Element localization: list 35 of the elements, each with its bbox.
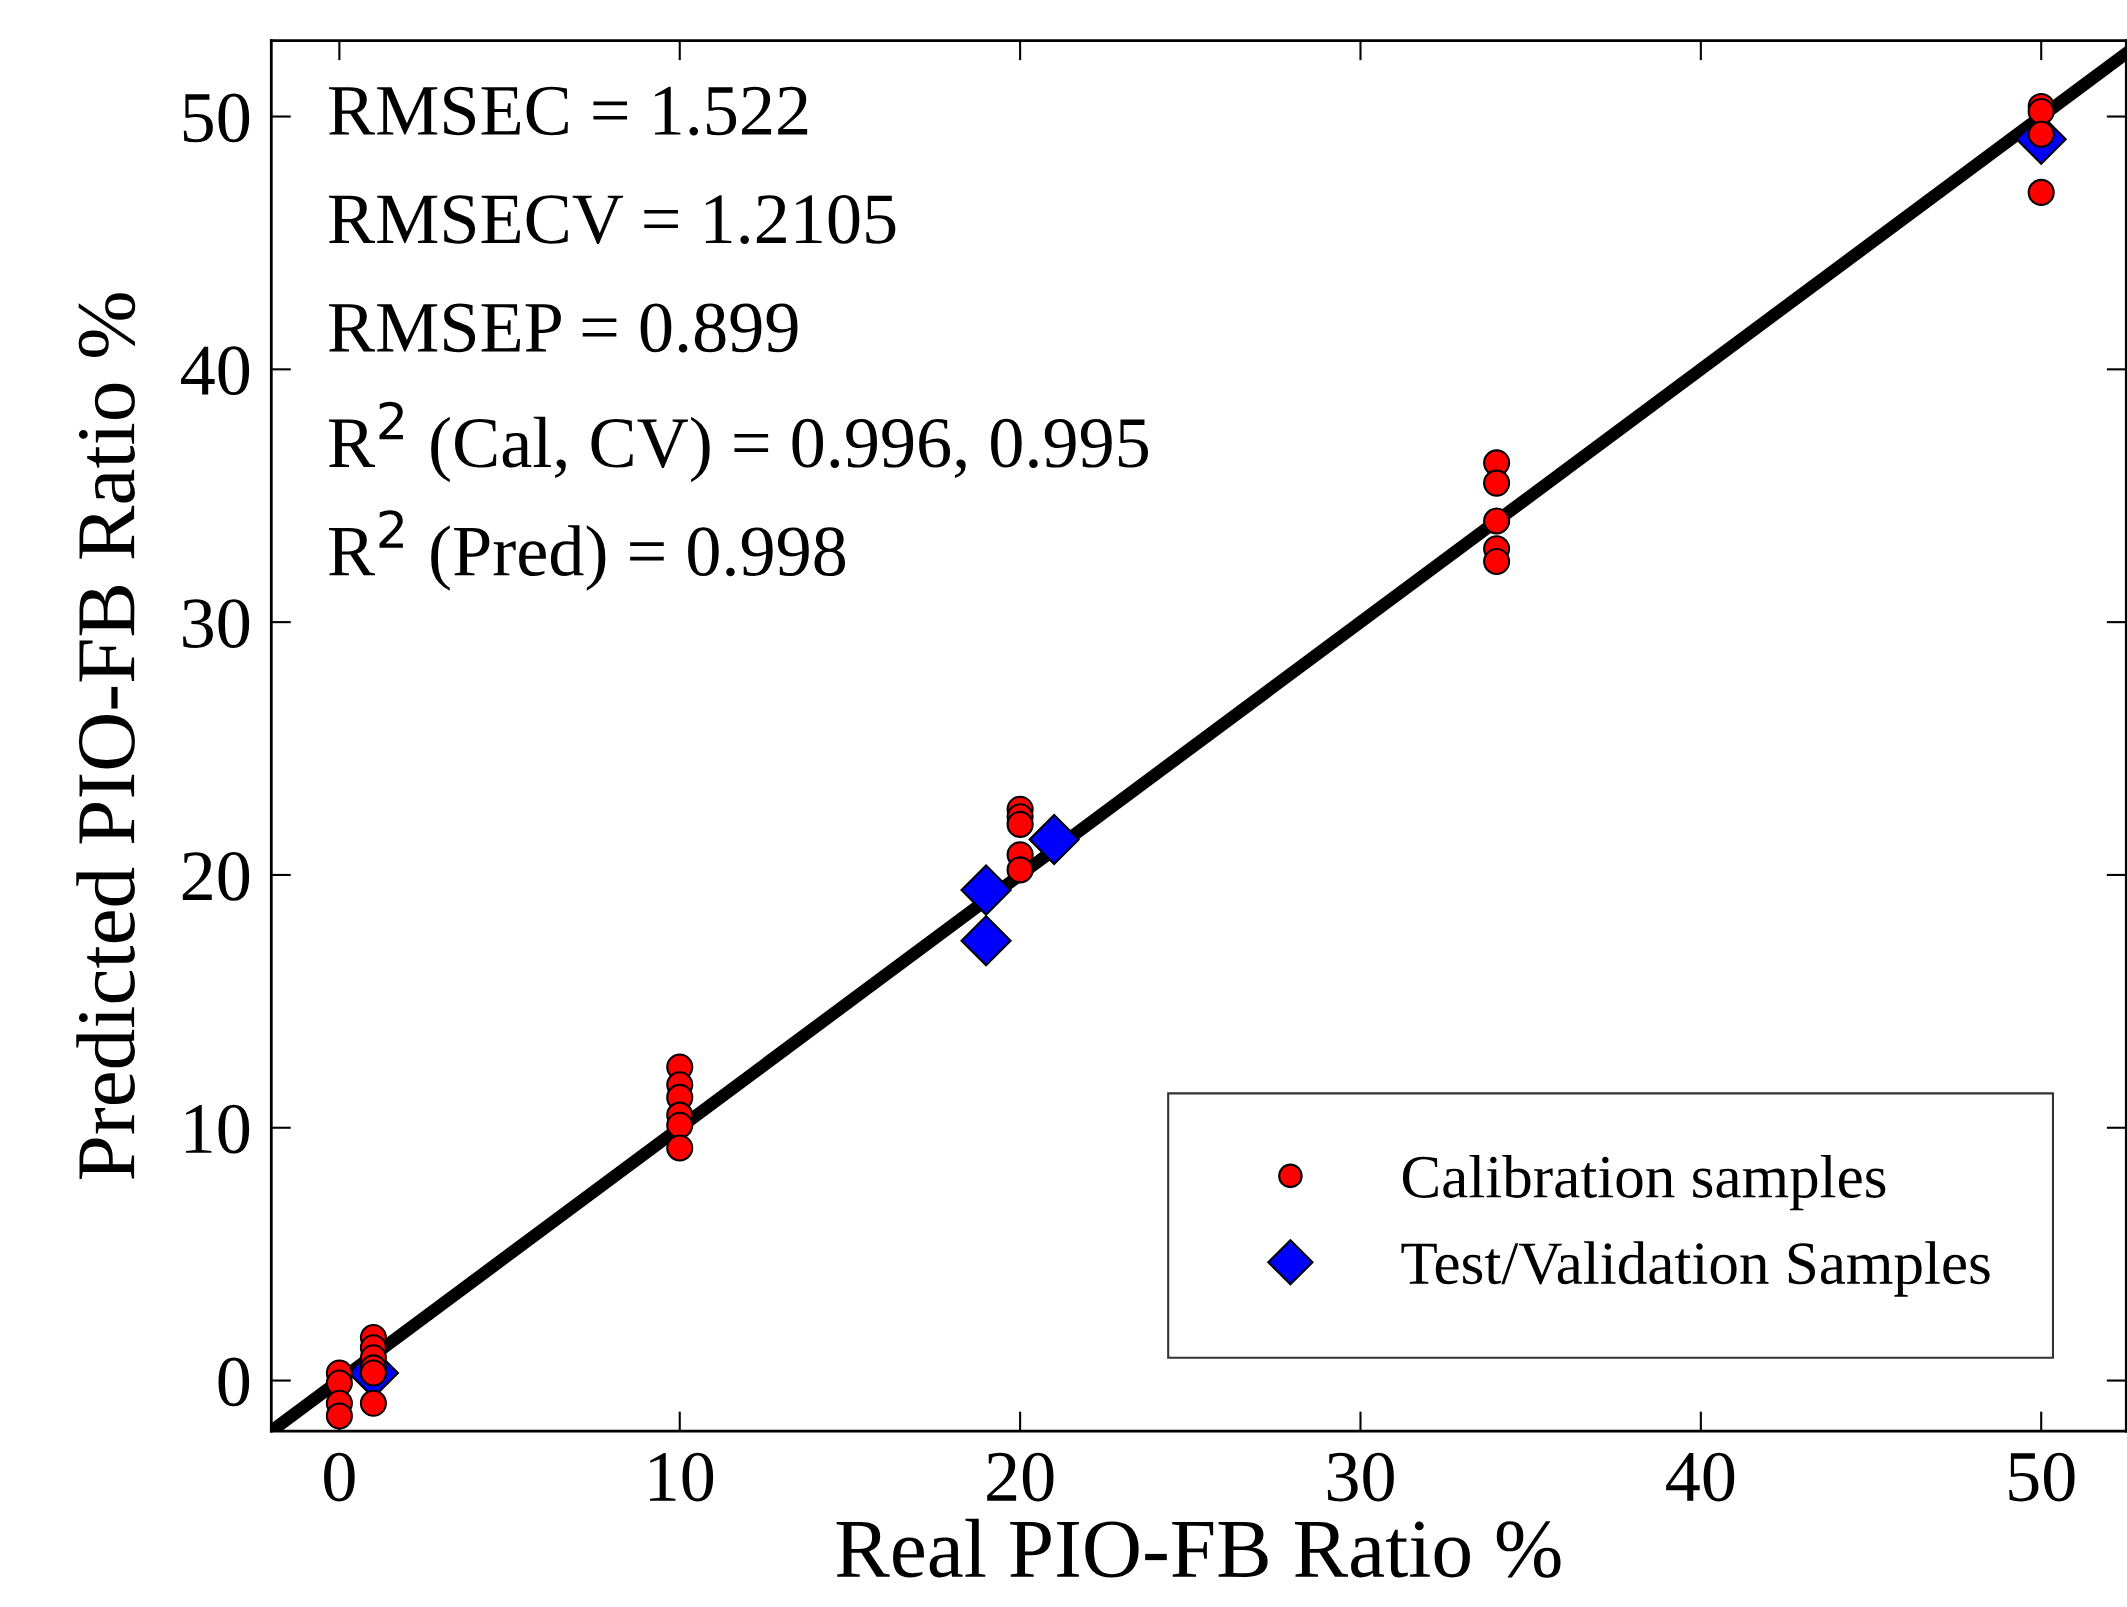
x-tick-label: 20 xyxy=(987,1452,1054,1502)
point xyxy=(1483,547,1511,576)
y-tick-label: 50 xyxy=(183,93,250,143)
x-tick-label: 10 xyxy=(649,1452,714,1502)
point xyxy=(960,864,1012,916)
y-tick-label: 40 xyxy=(181,346,250,396)
point xyxy=(1006,856,1034,884)
legend-label: Test/Validation Samples xyxy=(1401,1241,1990,1297)
point xyxy=(1006,810,1034,838)
x-axis-title: Real PIO-FB Ratio % xyxy=(836,1518,1561,1578)
y-tick-label: 10 xyxy=(185,1104,250,1154)
annotation: R$^{2}$ (Cal, CV) = 0.996, 0.995 xyxy=(329,401,1148,483)
point xyxy=(2027,97,2055,126)
point xyxy=(1483,469,1511,497)
x-tick-label: 30 xyxy=(1327,1452,1394,1502)
point xyxy=(666,1134,694,1162)
point xyxy=(960,915,1012,967)
point xyxy=(1483,507,1511,535)
legend-label: Calibration samples xyxy=(1402,1154,1886,1211)
annotation: RMSEC = 1.522 xyxy=(329,86,808,136)
point xyxy=(359,1389,387,1417)
point xyxy=(666,1111,694,1139)
point xyxy=(2027,178,2055,206)
annotation: RMSEP = 0.899 xyxy=(329,303,798,353)
point xyxy=(325,1402,353,1430)
annotation: RMSECV = 1.2105 xyxy=(329,194,896,245)
annotation: R$^{2}$ (Pred) = 0.998 xyxy=(329,510,846,591)
y-axis-title: Predicted PIO-FB Ratio % xyxy=(76,293,136,1180)
point xyxy=(1028,813,1080,866)
y-tick-label: 0 xyxy=(218,1357,250,1407)
y-tick-label: 30 xyxy=(183,599,250,648)
x-tick-label: 0 xyxy=(324,1452,355,1502)
x-tick-label: 50 xyxy=(2009,1452,2075,1502)
y-tick-label: 20 xyxy=(182,851,250,901)
x-tick-label: 40 xyxy=(1666,1452,1735,1502)
